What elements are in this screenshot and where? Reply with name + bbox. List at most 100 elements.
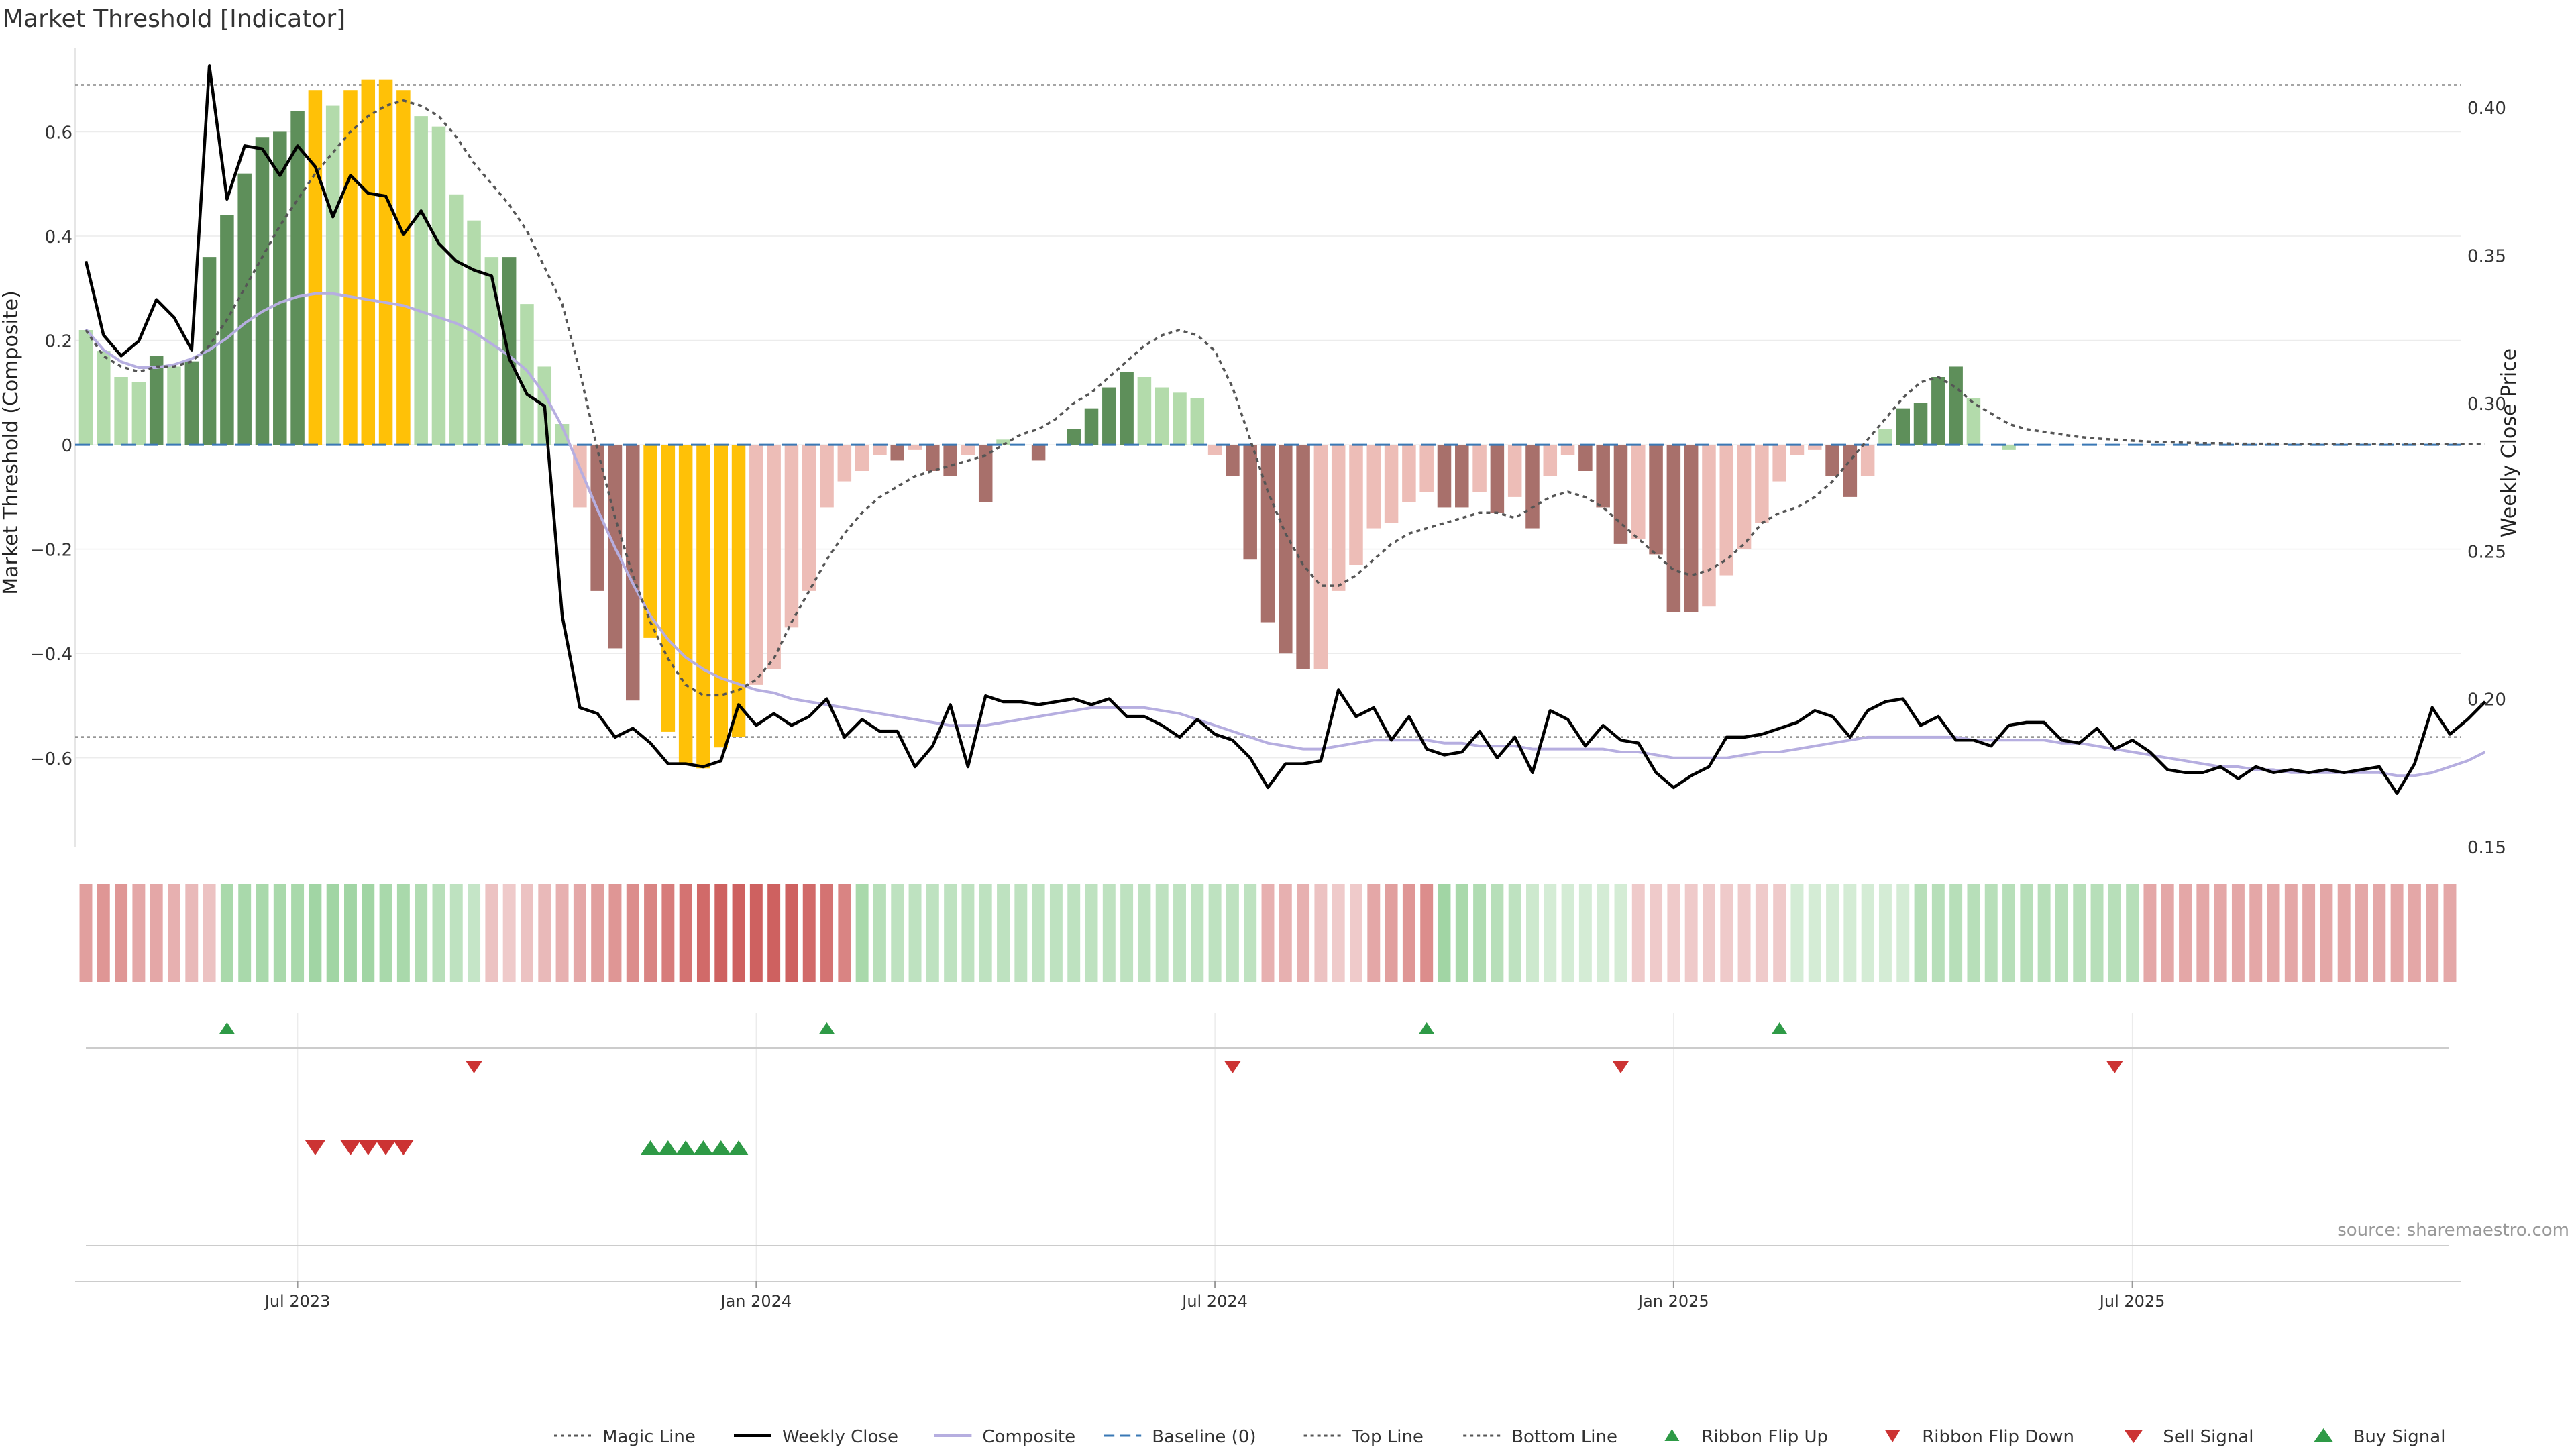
- buy-signal-marker: [729, 1140, 749, 1155]
- composite-line: [85, 292, 2486, 777]
- ribbon-cell: [1032, 884, 1045, 982]
- composite-bar: [1455, 445, 1469, 508]
- legend-label: Buy Signal: [2353, 1427, 2446, 1447]
- ribbon-cell: [1350, 884, 1362, 982]
- ribbon-cell: [79, 884, 93, 982]
- x-tick-label: Jan 2025: [1637, 1292, 1709, 1311]
- ribbon-cell: [291, 884, 305, 982]
- x-axis: Jul 2023 Jan 2024 Jul 2024 Jan 2025 Jul 2025: [75, 1281, 2461, 1311]
- composite-bar: [1419, 445, 1434, 492]
- y-right-tick-label: 0.30: [2467, 394, 2506, 415]
- ribbon-cell: [608, 884, 622, 982]
- ribbon-cell: [1650, 884, 1663, 982]
- ribbon-cell: [661, 884, 675, 982]
- ribbon-cell: [926, 884, 939, 982]
- buy-signal-marker: [657, 1140, 678, 1155]
- composite-bar: [520, 304, 534, 445]
- ribbon-cell: [132, 884, 146, 982]
- composite-bar: [2002, 445, 2016, 450]
- composite-bar: [1120, 372, 1134, 445]
- ribbon-cell: [2090, 884, 2104, 982]
- ribbon-cell: [1597, 884, 1610, 982]
- composite-bar: [449, 194, 464, 445]
- magic-line: [85, 99, 2485, 697]
- y-left-tick-label: 0: [61, 436, 72, 456]
- composite-bar: [1296, 445, 1310, 669]
- composite-bar: [1173, 392, 1187, 445]
- ribbon-cell: [2073, 884, 2086, 982]
- composite-bar: [167, 366, 181, 445]
- ribbon-cell: [309, 884, 322, 982]
- ribbon-cell: [1544, 884, 1557, 982]
- ribbon-cell: [1631, 884, 1645, 982]
- ribbon-cell: [150, 884, 163, 982]
- legend-label: Bottom Line: [1511, 1427, 1617, 1447]
- ribbon-cell: [1120, 884, 1134, 982]
- ribbon-cell: [2020, 884, 2033, 982]
- ribbon-cell: [415, 884, 428, 982]
- composite-bar: [978, 445, 993, 502]
- buy-signal-marker: [710, 1140, 731, 1155]
- ribbon-cell: [203, 884, 216, 982]
- composite-bar: [731, 445, 746, 737]
- ribbon-cell: [1702, 884, 1715, 982]
- y-right-tick-label: 0.15: [2467, 838, 2506, 858]
- composite-bar: [1684, 445, 1699, 612]
- ribbon-cell: [1067, 884, 1081, 982]
- composite-bar: [1279, 445, 1293, 654]
- ribbon-cell: [979, 884, 992, 982]
- composite-bar: [1931, 377, 1945, 445]
- composite-bar: [1737, 445, 1752, 549]
- ribbon-cell: [2126, 884, 2139, 982]
- ribbon-cell: [732, 884, 745, 982]
- composite-bar: [414, 116, 428, 445]
- composite-bar: [149, 356, 164, 445]
- composite-bar: [1631, 445, 1646, 539]
- composite-bar: [1437, 445, 1452, 508]
- ribbon-cell: [1843, 884, 1857, 982]
- ribbon-cell: [1102, 884, 1116, 982]
- composite-bar: [1719, 445, 1734, 576]
- ribbon-cell: [1878, 884, 1892, 982]
- composite-bar: [696, 445, 710, 769]
- chart-title: Market Threshold [Indicator]: [3, 5, 345, 33]
- composite-bar: [1243, 445, 1257, 560]
- ribbon-cell: [1614, 884, 1627, 982]
- composite-bar: [1084, 408, 1099, 445]
- series-lines: [84, 64, 2487, 795]
- x-tick-label: Jan 2024: [719, 1292, 792, 1311]
- composite-bar: [855, 445, 869, 471]
- ribbon-cell: [538, 884, 551, 982]
- ribbon-cell: [1491, 884, 1504, 982]
- composite-bar: [273, 131, 287, 445]
- ribbon-cell: [2443, 884, 2457, 982]
- composite-bar: [802, 445, 816, 591]
- sell-signal-marker: [358, 1140, 378, 1155]
- ribbon-cell: [1014, 884, 1028, 982]
- composite-bar: [1102, 387, 1116, 445]
- composite-bar: [255, 137, 270, 445]
- y-left-tick-label: 0.4: [45, 227, 72, 248]
- legend-marker: [1885, 1430, 1900, 1442]
- ribbon-cell: [1914, 884, 1927, 982]
- ribbon-flip-down-marker: [2106, 1061, 2123, 1073]
- ribbon-cell: [97, 884, 110, 982]
- composite-bar: [1543, 445, 1558, 476]
- ribbon-cell: [362, 884, 375, 982]
- composite-bar: [308, 90, 323, 445]
- composite-bar: [625, 445, 640, 701]
- composite-bar: [943, 445, 957, 476]
- sell-signal-marker: [305, 1140, 325, 1155]
- ribbon-flip-up-marker: [219, 1022, 235, 1034]
- ribbon-cell: [2108, 884, 2121, 982]
- composite-bar: [1313, 445, 1328, 669]
- composite-bar: [1067, 429, 1081, 445]
- composite-bar: [643, 445, 657, 638]
- legend-label: Top Line: [1352, 1427, 1424, 1447]
- ribbon-cell: [838, 884, 851, 982]
- ribbon-cell: [908, 884, 922, 982]
- ribbon-cell: [449, 884, 463, 982]
- composite-bar: [343, 90, 358, 445]
- ribbon-cell: [1755, 884, 1768, 982]
- composite-bars: [75, 79, 2461, 769]
